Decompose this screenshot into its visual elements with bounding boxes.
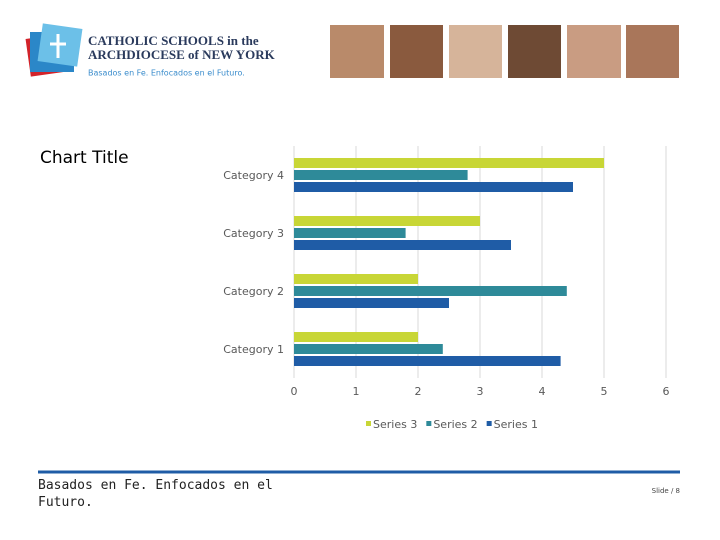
bar [294, 286, 567, 296]
x-tick-label: 6 [663, 385, 670, 398]
slide-number: Slide / 8 [652, 487, 680, 495]
logo-text: CATHOLIC SCHOOLS in the [88, 33, 259, 48]
bar [294, 356, 561, 366]
y-tick-label: Category 3 [223, 227, 284, 240]
x-tick-label: 4 [539, 385, 546, 398]
plot: 0 1 2 3 4 5 6 Category 1 Category 2 Category 3 Cat… [223, 146, 670, 431]
bar [294, 274, 418, 284]
bar [294, 240, 511, 250]
bar [294, 182, 573, 192]
footer-box: Basados en Fe. Enfocados en el Futuro. [38, 478, 273, 510]
logo [25, 23, 83, 77]
chart-title: Chart Title [40, 148, 129, 168]
bar [294, 344, 443, 354]
legend-label: Series 2 [433, 418, 477, 431]
y-tick-label: Category 1 [223, 343, 284, 356]
bar [294, 216, 480, 226]
bar [294, 298, 449, 308]
x-tick-label: 1 [353, 385, 360, 398]
legend-swatch [426, 421, 432, 426]
photos [330, 25, 679, 78]
x-tick-label: 2 [415, 385, 422, 398]
x-tick-label: 3 [477, 385, 484, 398]
tagline: Basados en Fe. Enfocados en el Futuro. [88, 69, 245, 78]
bar [294, 170, 468, 180]
legend-swatch [486, 421, 492, 426]
y-tick-label: Category 4 [223, 169, 284, 182]
bar [294, 332, 418, 342]
legend-label: Series 3 [373, 418, 417, 431]
y-tick-label: Category 2 [223, 285, 284, 298]
legend-swatch [366, 421, 371, 426]
logo-text: ARCHDIOCESE of NEW YORK [88, 47, 276, 62]
footer-text: Basados en Fe. Enfocados en el Futuro. [38, 478, 273, 510]
bar [294, 158, 604, 168]
x-tick-label: 5 [601, 385, 608, 398]
x-tick-label: 0 [291, 385, 298, 398]
bar [294, 228, 406, 238]
legend-label: Series 1 [494, 418, 538, 431]
